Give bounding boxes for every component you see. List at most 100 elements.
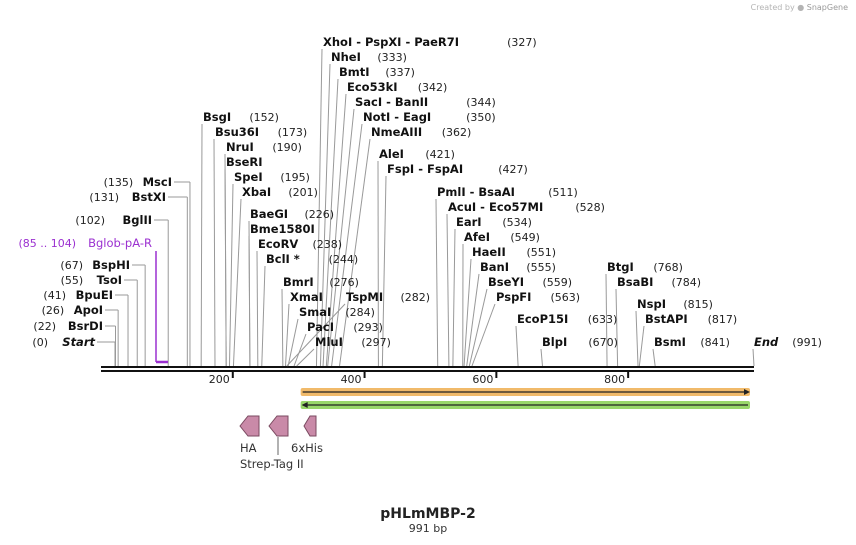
site-name[interactable]: MscI xyxy=(143,175,172,189)
his-tag-feature-arrow[interactable] xyxy=(303,415,317,437)
site-bseyi[interactable]: BseYI (559) xyxy=(488,275,572,289)
site-afei[interactable]: AfeI (549) xyxy=(464,230,540,244)
site-name[interactable]: EcoRV xyxy=(258,237,298,251)
site-name[interactable]: BmtI xyxy=(339,65,370,79)
site-bseri[interactable]: BseRI xyxy=(226,155,263,169)
site-name[interactable]: BseRI xyxy=(226,155,263,169)
site-name[interactable]: NspI xyxy=(637,297,666,311)
site-name[interactable]: BseYI xyxy=(488,275,524,289)
site-name[interactable]: TspMI xyxy=(346,290,383,304)
site-bani[interactable]: BanI (555) xyxy=(480,260,556,274)
site-name[interactable]: NmeAIII xyxy=(371,125,422,139)
site-name[interactable]: XmaI xyxy=(290,290,323,304)
site-name[interactable]: BlpI xyxy=(542,335,567,349)
site-name[interactable]: Eco53kI xyxy=(347,80,398,94)
site-nmeaiii[interactable]: NmeAIII (362) xyxy=(371,125,471,139)
site-ecop15i[interactable]: EcoP15I (633) xyxy=(517,312,617,326)
site-name[interactable]: Bme1580I xyxy=(250,222,315,236)
feature-6xhis[interactable] xyxy=(303,415,317,437)
site-name[interactable]: BclI * xyxy=(266,252,300,266)
site-name[interactable]: MluI xyxy=(315,335,343,349)
site-mlui[interactable]: MluI (297) xyxy=(315,335,391,349)
site-nspi[interactable]: NspI (815) xyxy=(637,297,713,311)
site-name[interactable]: BtgI xyxy=(607,260,634,274)
site-alei[interactable]: AleI (421) xyxy=(379,147,455,161)
site-eari[interactable]: EarI (534) xyxy=(456,215,532,229)
site-name[interactable]: BsrDI xyxy=(68,319,103,333)
site-name[interactable]: NruI xyxy=(226,140,254,154)
site-start[interactable]: Start (0) xyxy=(32,335,95,349)
site-apoi[interactable]: ApoI (26) xyxy=(42,303,103,317)
site-bsmi[interactable]: BsmI (841) xyxy=(654,335,730,349)
site-end[interactable]: End (991) xyxy=(754,335,822,349)
site-pspfi[interactable]: PspFI (563) xyxy=(496,290,580,304)
site-name[interactable]: ApoI xyxy=(74,303,103,317)
site-name[interactable]: BpuEI xyxy=(76,288,113,302)
site-name[interactable]: SacI - BanII xyxy=(355,95,428,109)
site-name[interactable]: PspFI xyxy=(496,290,531,304)
site-name[interactable]: FspI - FspAI xyxy=(387,162,463,176)
site-baegi[interactable]: BaeGI (226) xyxy=(250,207,334,221)
site-bpuei[interactable]: BpuEI (41) xyxy=(43,288,113,302)
site-btgi[interactable]: BtgI (768) xyxy=(607,260,683,274)
site-name[interactable]: HaeII xyxy=(472,245,506,259)
site-name[interactable]: XhoI - PspXI - PaeR7I xyxy=(323,35,459,49)
site-smai[interactable]: SmaI (284) xyxy=(299,305,375,319)
site-name[interactable]: Bsu36I xyxy=(215,125,259,139)
site-name[interactable]: EarI xyxy=(456,215,482,229)
site-bme1580i[interactable]: Bme1580I xyxy=(250,222,315,236)
site-saci-banii[interactable]: SacI - BanII (344) xyxy=(355,95,496,109)
site-name[interactable]: BstXI xyxy=(132,190,166,204)
site-xmai[interactable]: XmaI xyxy=(290,290,323,304)
site-xhoi-pspxi-paer7i[interactable]: XhoI - PspXI - PaeR7I (327) xyxy=(323,35,537,49)
site-name[interactable]: BanI xyxy=(480,260,509,274)
site-nrui[interactable]: NruI (190) xyxy=(226,140,302,154)
site-name[interactable]: BmrI xyxy=(283,275,314,289)
site-name[interactable]: AcuI - Eco57MI xyxy=(448,200,543,214)
site-bstapi[interactable]: BstAPI (817) xyxy=(645,312,737,326)
site-name[interactable]: BglII xyxy=(123,213,153,227)
site-bcli[interactable]: BclI * (244) xyxy=(266,252,358,266)
site-tsoi[interactable]: TsoI (55) xyxy=(61,273,122,287)
ha-feature-arrow[interactable] xyxy=(239,415,260,437)
site-xbai[interactable]: XbaI (201) xyxy=(242,185,318,199)
site-blpi[interactable]: BlpI (670) xyxy=(542,335,618,349)
site-name[interactable]: TsoI xyxy=(97,273,122,287)
site-tspmi[interactable]: TspMI (282) xyxy=(346,290,430,304)
site-bsgi[interactable]: BsgI (152) xyxy=(203,110,279,124)
site-nhei[interactable]: NheI (333) xyxy=(331,50,407,64)
site-eco53ki[interactable]: Eco53kI (342) xyxy=(347,80,447,94)
site-bsphi[interactable]: BspHI (67) xyxy=(60,258,130,272)
site-bsrdi[interactable]: BsrDI (22) xyxy=(33,319,103,333)
site-noti-eagi[interactable]: NotI - EagI (350) xyxy=(363,110,496,124)
site-msci[interactable]: MscI (135) xyxy=(104,175,172,189)
site-haeii[interactable]: HaeII (551) xyxy=(472,245,556,259)
site-name[interactable]: End xyxy=(754,335,779,349)
site-name[interactable]: BsaBI xyxy=(617,275,653,289)
feature-ha[interactable] xyxy=(239,415,260,437)
site-name[interactable]: AleI xyxy=(379,147,404,161)
site-name[interactable]: BaeGI xyxy=(250,207,288,221)
primer-label[interactable]: Bglob-pA-R xyxy=(88,236,152,250)
site-spei[interactable]: SpeI (195) xyxy=(234,170,310,184)
site-name[interactable]: SmaI xyxy=(299,305,331,319)
site-acui-eco57mi[interactable]: AcuI - Eco57MI (528) xyxy=(448,200,605,214)
feature-strep-tag[interactable] xyxy=(268,415,289,437)
site-name[interactable]: BsgI xyxy=(203,110,231,124)
site-name[interactable]: PacI xyxy=(307,320,334,334)
site-name[interactable]: NheI xyxy=(331,50,361,64)
site-name[interactable]: BspHI xyxy=(92,258,130,272)
site-paci[interactable]: PacI (293) xyxy=(307,320,383,334)
site-bglii[interactable]: BglII (102) xyxy=(75,213,152,227)
site-name[interactable]: EcoP15I xyxy=(517,312,568,326)
site-bmri[interactable]: BmrI (276) xyxy=(283,275,359,289)
strep-tag-feature-arrow[interactable] xyxy=(268,415,289,437)
site-bmti[interactable]: BmtI (337) xyxy=(339,65,415,79)
site-name[interactable]: BsmI xyxy=(654,335,686,349)
site-ecorv[interactable]: EcoRV (238) xyxy=(258,237,342,251)
site-bsabi[interactable]: BsaBI (784) xyxy=(617,275,701,289)
site-pmli-bsaai[interactable]: PmlI - BsaAI (511) xyxy=(437,185,578,199)
site-name[interactable]: PmlI - BsaAI xyxy=(437,185,515,199)
site-bstxi[interactable]: BstXI (131) xyxy=(89,190,166,204)
site-name[interactable]: AfeI xyxy=(464,230,490,244)
